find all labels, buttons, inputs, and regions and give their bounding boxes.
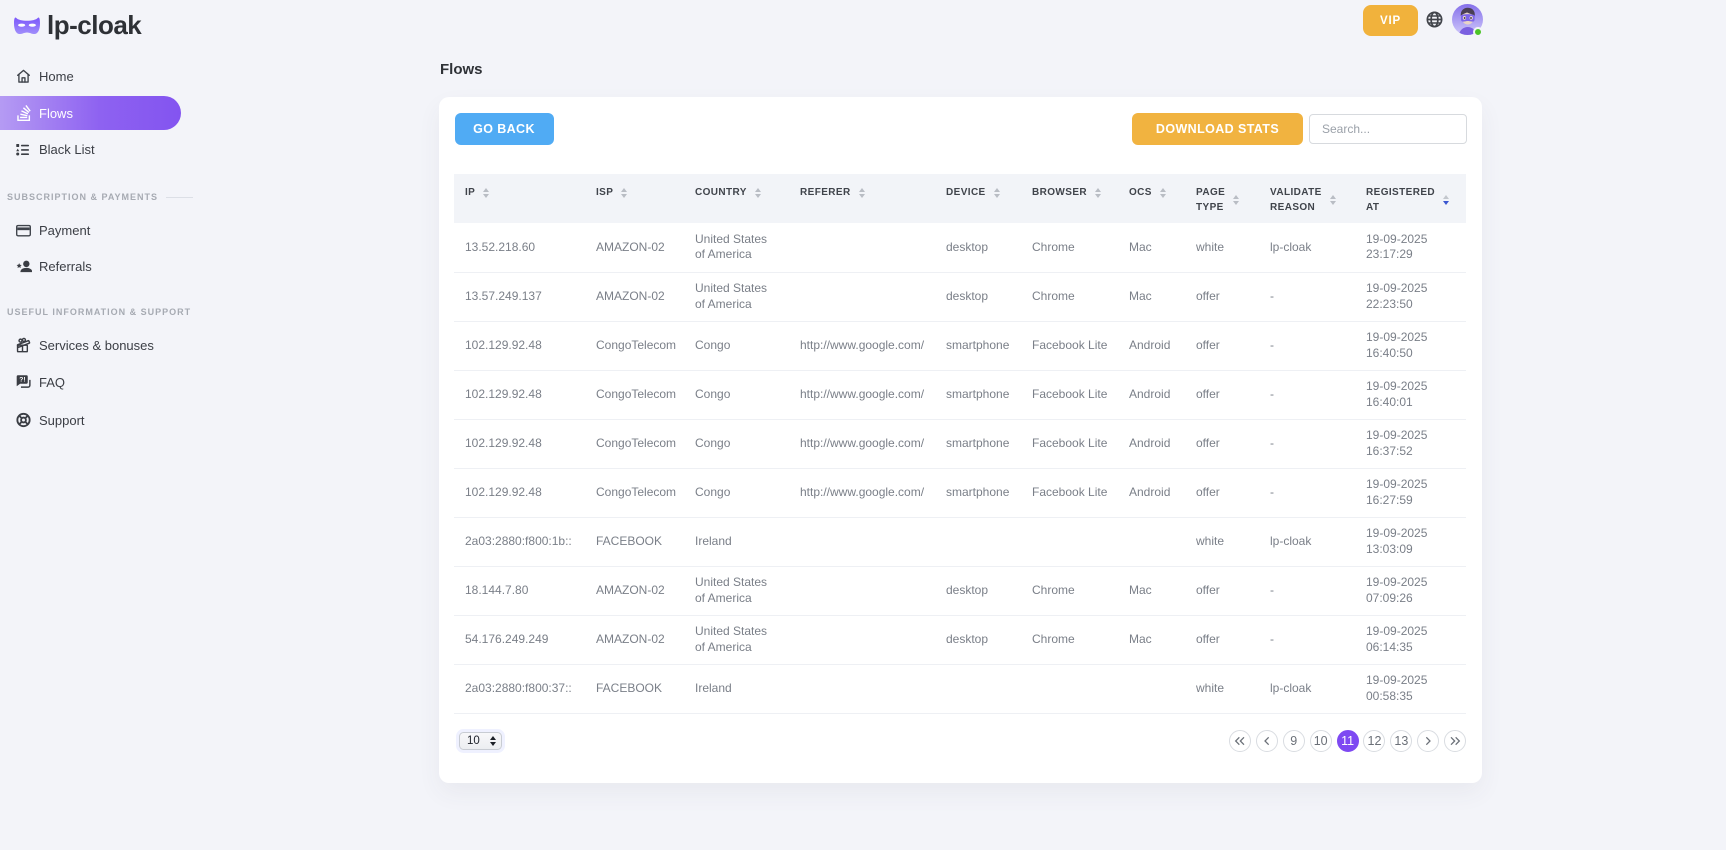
svg-text:?!: ?! [19,377,25,384]
